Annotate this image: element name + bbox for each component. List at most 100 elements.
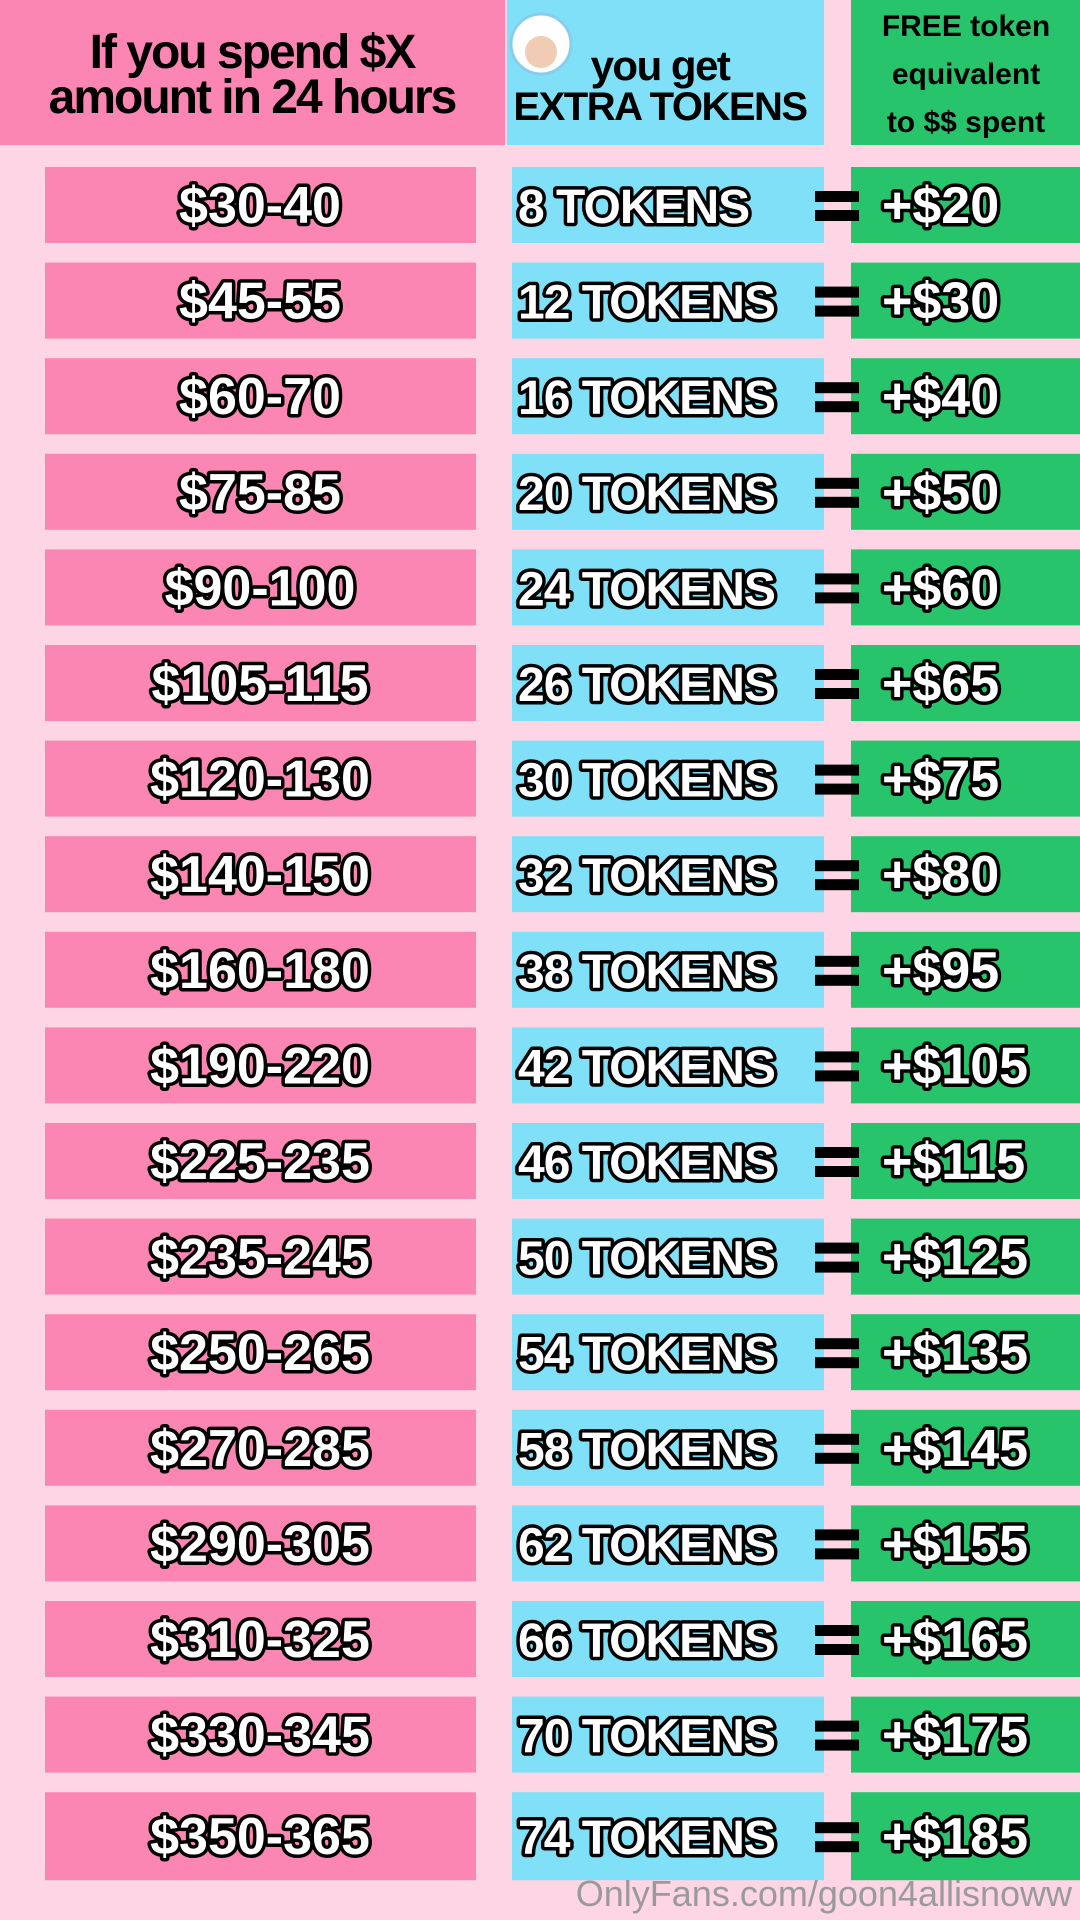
tokens: 54 TOKENS [518, 1328, 775, 1381]
value: +$155 [882, 1515, 1028, 1573]
tokens: 66 TOKENS [518, 1615, 775, 1668]
tokens: 74 TOKENS [518, 1812, 775, 1865]
value-cell [851, 1505, 1080, 1582]
value: +$75 [882, 751, 999, 809]
equals-bar [815, 688, 859, 699]
equals-bar [815, 1739, 859, 1751]
tokens: 62 TOKENS [518, 1519, 775, 1572]
spend-range: $90-100 [165, 559, 356, 617]
header-free-cell [851, 0, 1080, 145]
equals-bar [815, 1548, 859, 1560]
spend-range: $105-115 [152, 655, 369, 713]
value-cell [851, 453, 1080, 530]
spend-cell [45, 167, 476, 243]
equals-bar [815, 286, 859, 298]
watermark: OnlyFans.com/goon4allisnoww [576, 1873, 1073, 1914]
value-cell [851, 549, 1080, 626]
tokens-cell [512, 931, 824, 1008]
tokens-cell [512, 1218, 824, 1295]
tokens-cell [512, 358, 824, 435]
tokens-cell [512, 1409, 824, 1486]
tokens: 50 TOKENS [518, 1233, 775, 1286]
spend-range: $235-245 [150, 1229, 370, 1287]
value: +$20 [882, 177, 999, 235]
value: +$185 [882, 1808, 1028, 1866]
tokens-cell [512, 1792, 824, 1881]
spend-range: $225-235 [150, 1133, 370, 1191]
value-cell [851, 1027, 1080, 1104]
equals-bar [815, 955, 859, 967]
tokens-cell [512, 740, 824, 817]
tokens-cell [512, 549, 824, 626]
spend-range: $45-55 [179, 273, 341, 331]
spend-cell [45, 836, 476, 913]
value-cell [851, 1123, 1080, 1199]
equals-bar [815, 1625, 859, 1636]
value: +$125 [882, 1229, 1028, 1287]
spend-cell [45, 1027, 476, 1104]
tokens: 24 TOKENS [518, 563, 775, 616]
tokens-cell [512, 1696, 824, 1773]
value-cell [851, 1218, 1080, 1295]
spend-cell [45, 1218, 476, 1295]
value: +$60 [882, 559, 999, 617]
tokens-cell [512, 1123, 824, 1199]
equals-bar [815, 573, 859, 585]
header-free: to $$ spent [887, 106, 1045, 139]
tokens: 38 TOKENS [518, 946, 775, 999]
tokens: 16 TOKENS [518, 372, 775, 425]
tokens: 32 TOKENS [518, 850, 775, 903]
spend-range: $350-365 [150, 1808, 370, 1866]
spend-range: $310-325 [150, 1611, 370, 1669]
spend-cell [45, 453, 476, 530]
spend-range: $30-40 [179, 177, 341, 235]
equals-bar [815, 1338, 859, 1350]
equals-bar [815, 592, 859, 604]
spend-cell [45, 645, 476, 721]
header-get: you get [591, 42, 731, 89]
equals-bar [815, 1433, 859, 1445]
spend-cell [45, 1123, 476, 1199]
value-cell [851, 1409, 1080, 1486]
equals-bar [815, 1051, 859, 1063]
value-cell [851, 1792, 1080, 1881]
spend-cell [45, 1505, 476, 1582]
spend-cell [45, 1601, 476, 1677]
tokens-cell [512, 262, 824, 339]
spend-cell [45, 549, 476, 626]
equals-bar [815, 305, 859, 317]
tokens: 26 TOKENS [518, 659, 775, 712]
spend-range: $75-85 [179, 464, 341, 522]
equals-bar [815, 1644, 859, 1655]
value-cell [851, 358, 1080, 435]
tokens: 70 TOKENS [518, 1711, 775, 1764]
value-cell [851, 740, 1080, 817]
equals-bar [815, 210, 859, 221]
value: +$115 [882, 1133, 1025, 1191]
logo-figure [525, 36, 557, 68]
tokens: 46 TOKENS [518, 1137, 775, 1190]
equals-bar [815, 1147, 859, 1158]
tokens: 20 TOKENS [518, 468, 775, 521]
equals-bar [815, 1452, 859, 1464]
equals-bar [815, 496, 859, 508]
value: +$40 [882, 368, 999, 426]
value-cell [851, 931, 1080, 1008]
spend-range: $120-130 [150, 751, 370, 809]
header-spend: amount in 24 hours [49, 71, 456, 124]
tokens-cell [512, 836, 824, 913]
spend-range: $140-150 [150, 846, 370, 904]
equals-bar [815, 764, 859, 776]
tokens-cell [512, 167, 824, 243]
equals-bar [815, 1841, 859, 1853]
tokens-cell [512, 1314, 824, 1391]
tokens-cell [512, 1601, 824, 1677]
spend-cell [45, 358, 476, 435]
value-cell [851, 262, 1080, 339]
spend-range: $270-285 [150, 1420, 370, 1478]
spend-cell [45, 931, 476, 1008]
tokens: 12 TOKENS [518, 277, 775, 330]
equals-bar [815, 477, 859, 489]
equals-bar [815, 669, 859, 680]
header-get: EXTRA TOKENS [513, 85, 807, 129]
